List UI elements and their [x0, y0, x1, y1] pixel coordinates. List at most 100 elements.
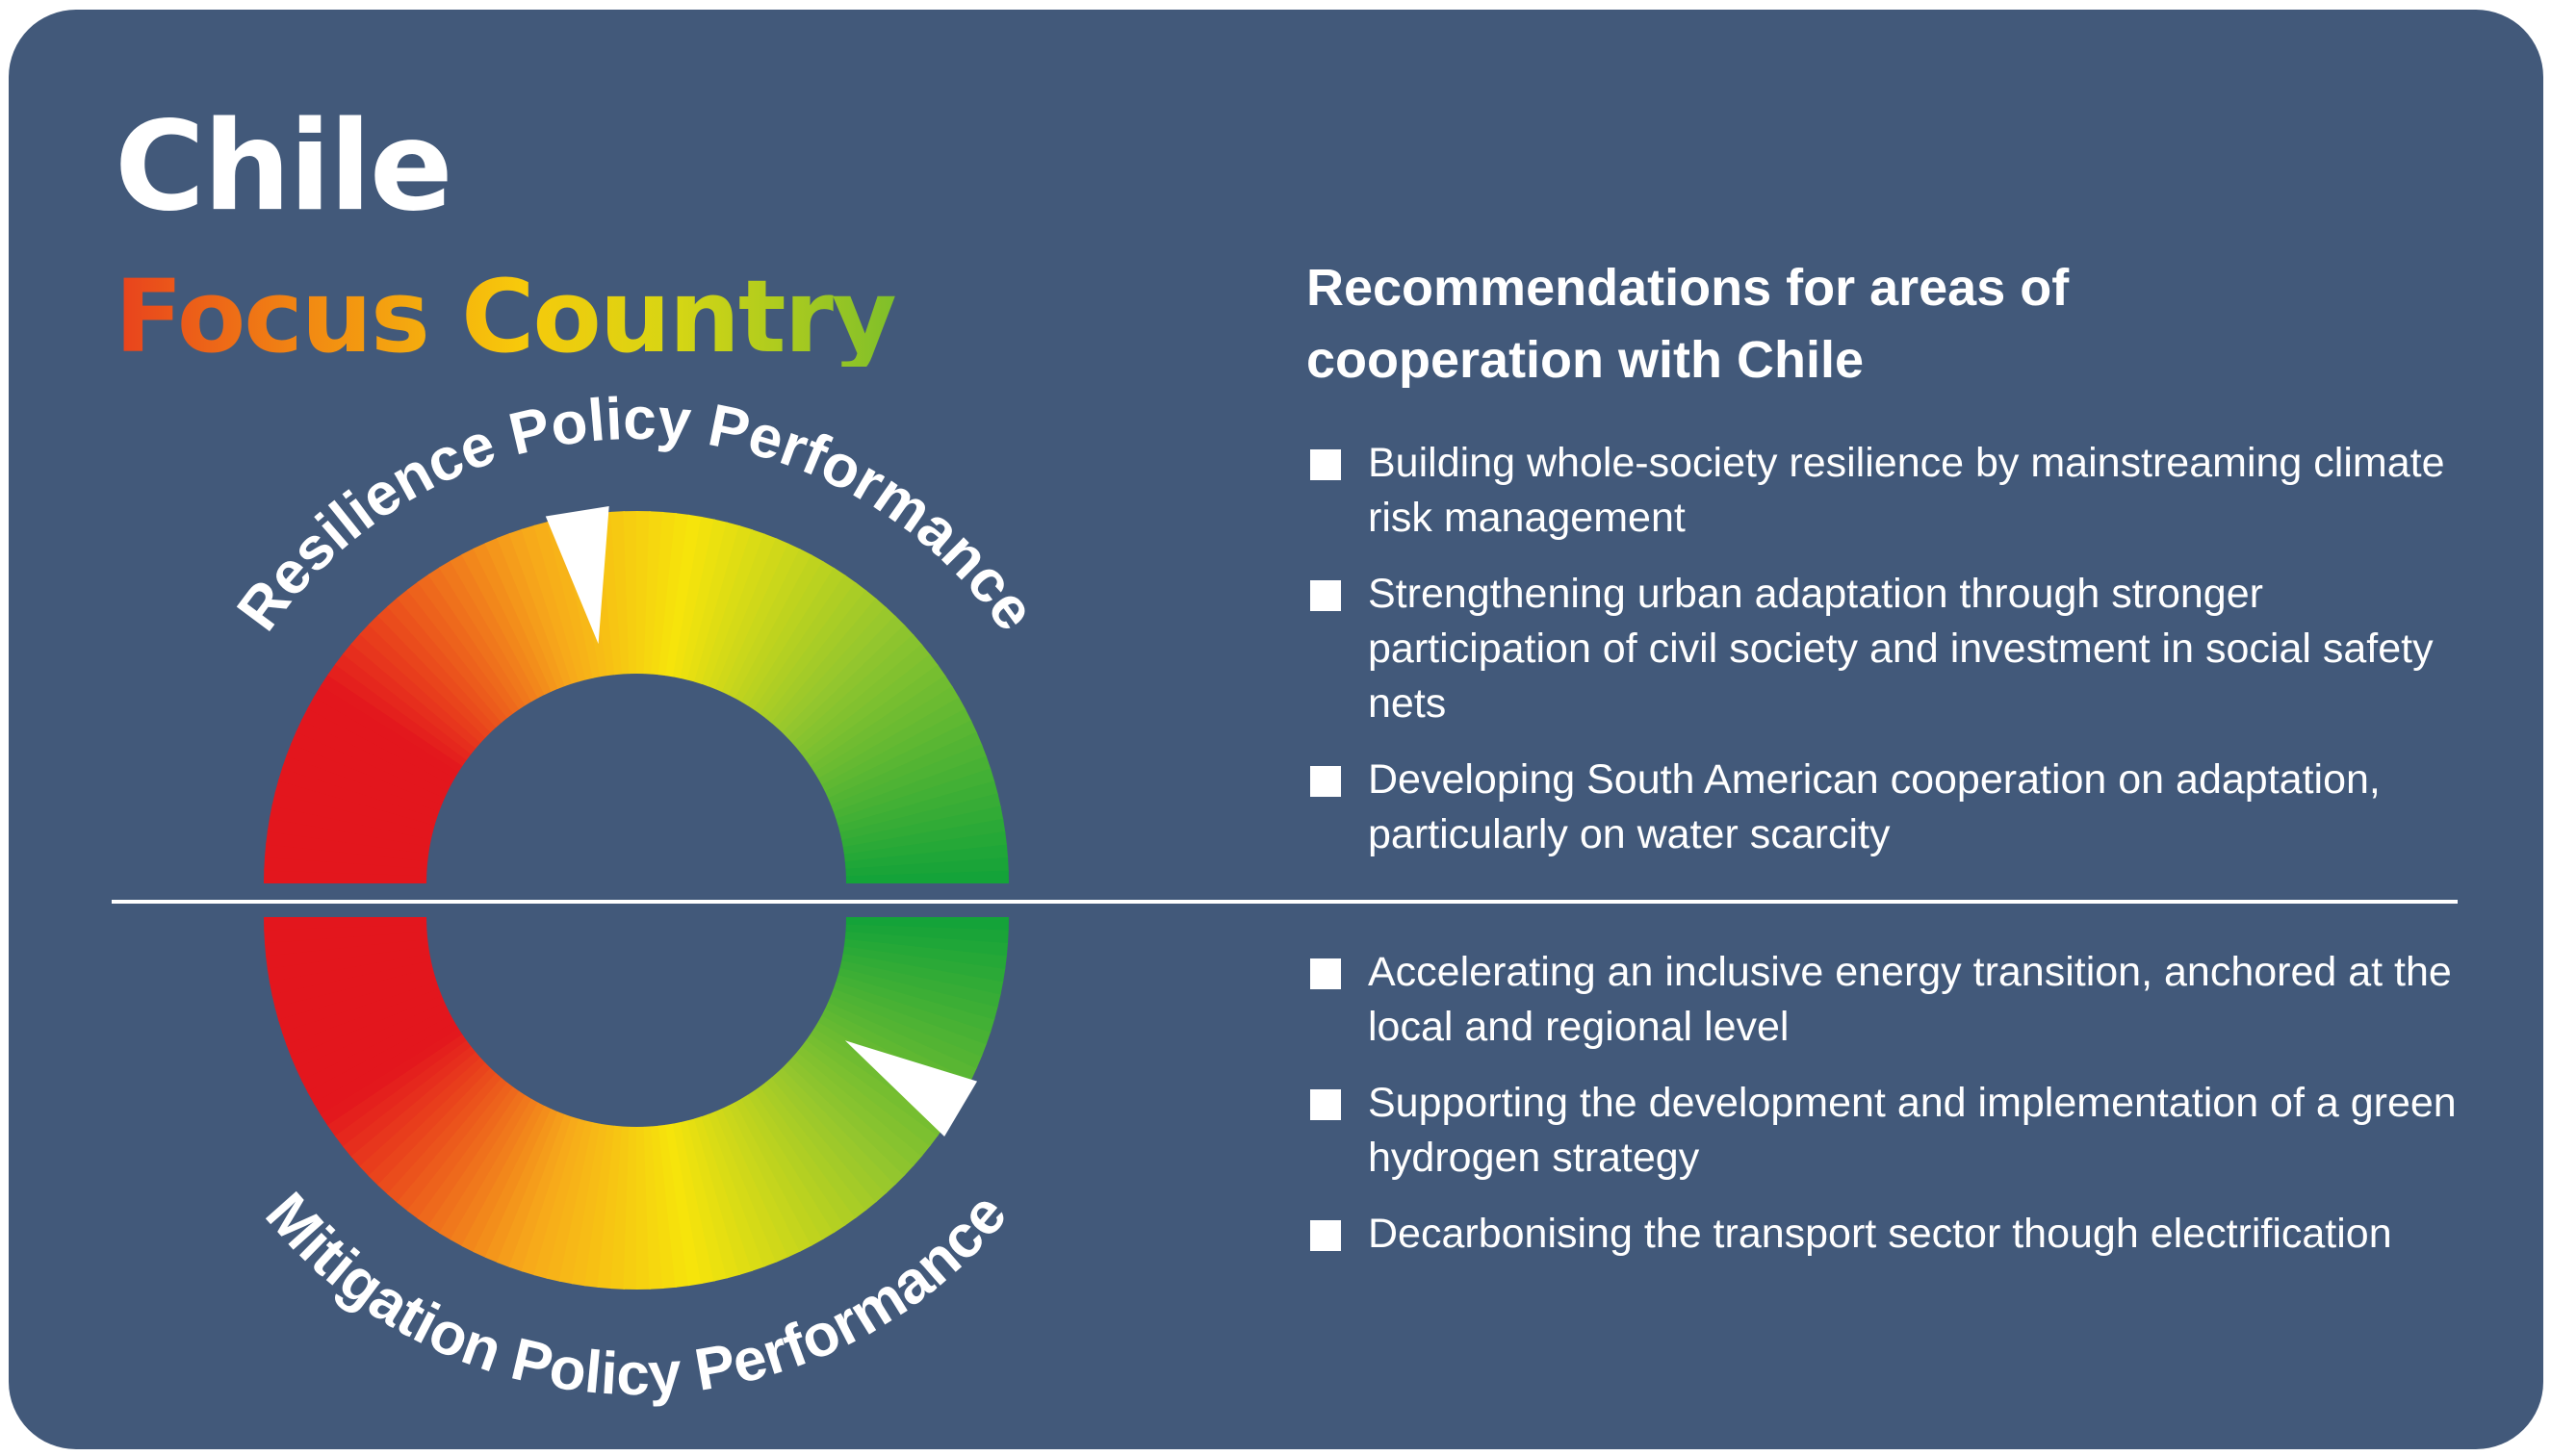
resilience-indicator-icon [545, 506, 609, 645]
gauge-segment [267, 946, 430, 983]
gauge-segment [753, 575, 857, 715]
gauge-segment [734, 1098, 824, 1246]
gauge-segment [497, 532, 566, 689]
gauge-segment [313, 1022, 459, 1116]
gauge-segment [792, 1051, 923, 1166]
recommendation-text: Accelerating an inclusive energy transit… [1368, 949, 2452, 1050]
gauge-segment [350, 632, 481, 749]
gauge-segment [450, 1098, 539, 1247]
gauge-segment [307, 696, 455, 785]
gauge-segment [397, 1077, 508, 1212]
country-title: Chile [115, 95, 453, 239]
gauge-segment [334, 1040, 472, 1148]
section-divider [112, 900, 2458, 904]
gauge-segment [533, 522, 587, 682]
gauge-segment [334, 652, 472, 760]
gauge-segment [721, 1105, 802, 1258]
gauge-segment [281, 754, 440, 819]
square-bullet-icon [1310, 766, 1341, 797]
gauge-segment [397, 589, 508, 724]
gauge-segment [461, 548, 546, 699]
gauge-segment [776, 606, 896, 733]
gauge-segment [484, 537, 559, 692]
gauge-segment [837, 966, 998, 1020]
recommendation-text: Decarbonising the transport sector thoug… [1368, 1211, 2392, 1257]
gauge-segment [327, 663, 468, 767]
gauge-segment [747, 567, 846, 710]
gauge-segment [264, 924, 427, 945]
gauge-segment [828, 994, 983, 1069]
recommendation-text: Developing South American cooperation on… [1368, 756, 2381, 857]
gauge-segment [771, 1072, 888, 1203]
gauge-segment [747, 1090, 846, 1234]
gauge-segment [844, 931, 1009, 957]
gauge-segment [473, 1105, 553, 1259]
gauge-segment [450, 553, 539, 702]
gauge-segment [546, 1120, 594, 1282]
gauge-segment [839, 793, 1001, 841]
gauge-segment [274, 779, 435, 833]
mitigation-gauge-arc [264, 917, 1009, 1290]
gauge-segment [657, 1124, 690, 1288]
gauge-segment [792, 634, 923, 750]
gauge-segment [837, 780, 998, 834]
gauge-segment [484, 1109, 559, 1264]
gauge-segment [824, 720, 978, 800]
gauge-segment [786, 625, 915, 744]
gauge-segment [461, 1102, 546, 1253]
square-bullet-icon [1310, 1089, 1341, 1120]
gauge-segment [665, 1123, 703, 1287]
gauge-segment [680, 1120, 729, 1282]
gauge-segment [801, 1039, 939, 1147]
focus-country-card: Chile Focus Country Resilience Policy Pe… [9, 10, 2543, 1449]
gauge-segment [708, 1111, 778, 1267]
gauge-segment [264, 856, 427, 877]
gauge-segment [728, 549, 813, 699]
gauge-segment [694, 524, 754, 684]
gauge-segment [508, 528, 573, 687]
gauge-segment [438, 1094, 532, 1240]
gauge-segment [708, 533, 778, 690]
focus-country-subtitle: Focus Country [115, 258, 897, 375]
square-bullet-icon [1310, 449, 1341, 480]
gauge-segment [417, 1086, 520, 1227]
gauge-segment [497, 1111, 566, 1268]
gauge-segment [694, 1116, 754, 1276]
recommendation-text: Strengthening urban adaptation through s… [1368, 571, 2434, 727]
gauge-segment [521, 1116, 580, 1276]
gauge-segment [623, 1126, 638, 1290]
gauge-segment [806, 664, 946, 767]
gauge-segment [842, 818, 1006, 856]
list-item: Developing South American cooperation on… [1306, 753, 2461, 862]
gauge-segment [377, 1067, 497, 1195]
gauge-segment [831, 744, 988, 813]
gauge-segment [406, 581, 514, 719]
gauge-segment [320, 674, 463, 773]
gauge-segment [307, 1015, 455, 1105]
gauge-segment [841, 952, 1004, 995]
gauge-segment [796, 1045, 931, 1157]
gauge-segment [845, 917, 1009, 931]
gauge-segment [801, 653, 939, 761]
gauge-segment [636, 1126, 652, 1290]
gauge-segment [277, 975, 437, 1035]
gauge-segment [810, 675, 954, 774]
gauge-segment [760, 581, 867, 719]
gauge-segment [643, 1126, 664, 1290]
gauge-segment [741, 1094, 836, 1240]
gauge-segment [817, 697, 966, 786]
gauge-segment [277, 766, 437, 826]
gauge-segment [672, 516, 715, 678]
gauge-segment [782, 1061, 906, 1186]
mitigation-recommendations-list: Accelerating an inclusive energy transit… [1306, 945, 2461, 1283]
gauge-segment [417, 574, 520, 714]
gauge-segment [796, 644, 931, 755]
gauge-segment [271, 960, 433, 1009]
gauge-segment [359, 1057, 486, 1177]
gauge-segment [266, 938, 429, 971]
gauge-segment [821, 708, 972, 793]
gauge-segment [765, 1077, 877, 1211]
gauge-segment [651, 511, 677, 676]
gauge-segment [377, 605, 497, 733]
list-item: Decarbonising the transport sector thoug… [1306, 1207, 2461, 1262]
